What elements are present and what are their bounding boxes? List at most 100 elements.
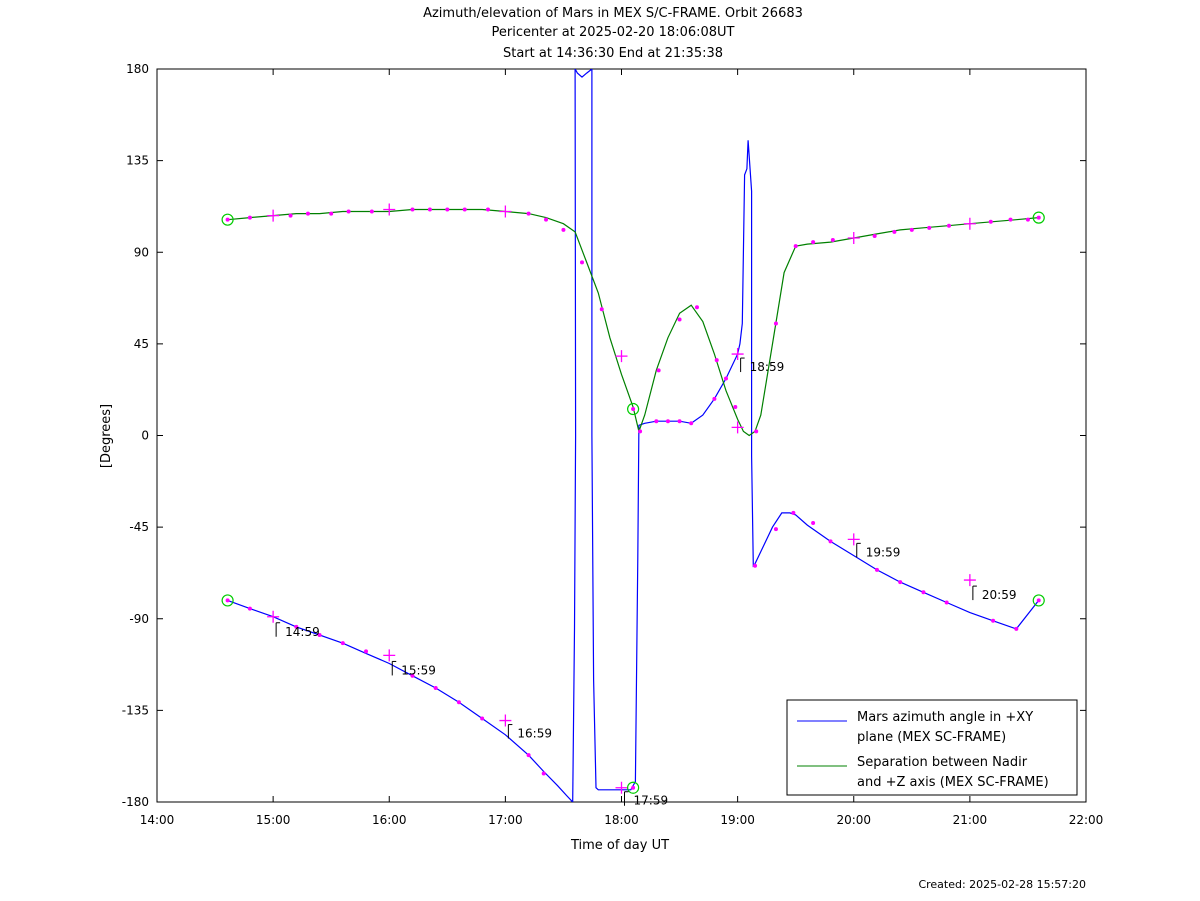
azimuth-marker-dot [724, 376, 729, 381]
y-tick-label: 90 [134, 245, 149, 259]
separation-marker-dot [462, 207, 467, 212]
x-tick-label: 17:00 [488, 813, 523, 827]
time-mark-label: 14:59 [285, 625, 320, 639]
separation-marker-plus [847, 231, 860, 244]
separation-marker-dot [445, 207, 450, 212]
legend-label-separation-line-2: and +Z axis (MEX SC-FRAME) [857, 775, 1049, 790]
separation-marker-dot [677, 317, 682, 322]
time-mark-label: 18:59 [750, 360, 785, 374]
time-mark-label: 19:59 [866, 545, 901, 559]
x-tick-label: 21:00 [953, 813, 988, 827]
separation-marker-dot [1008, 217, 1013, 222]
x-tick-label: 19:00 [720, 813, 755, 827]
separation-marker-dot [580, 260, 585, 265]
azimuth-marker-dot [654, 419, 659, 424]
series-line-azimuth [227, 69, 1040, 802]
circle-marker [1032, 211, 1045, 224]
separation-marker-dot [561, 227, 566, 232]
y-tick-label: 0 [141, 429, 149, 443]
azimuth-marker-plus [963, 574, 976, 587]
separation-marker-dot [346, 209, 351, 214]
separation-marker-dot [946, 223, 951, 228]
azimuth-marker-dot [247, 606, 252, 611]
time-mark-label: 20:59 [982, 588, 1017, 602]
x-tick-label: 14:00 [140, 813, 175, 827]
azimuth-marker-dot [665, 419, 670, 424]
separation-marker-plus [731, 421, 744, 434]
separation-marker-dot [526, 211, 531, 216]
azimuth-marker-dot [753, 563, 758, 568]
separation-marker-dot [714, 358, 719, 363]
plot-frame [156, 68, 1087, 803]
separation-marker-dot [544, 217, 549, 222]
azimuth-marker-plus [499, 714, 512, 727]
y-axis-label: [Degrees] [99, 404, 114, 468]
separation-marker-dot [247, 215, 252, 220]
azimuth-marker-dot [317, 633, 322, 638]
series-line-separation [227, 208, 1039, 437]
time-mark-label: 17:59 [634, 794, 669, 808]
azimuth-marker-dot [364, 649, 369, 654]
separation-marker-dot [638, 429, 643, 434]
azimuth-marker-dot [898, 580, 903, 585]
separation-marker-dot [329, 211, 334, 216]
x-tick-label: 15:00 [256, 813, 291, 827]
y-tick-label: -90 [129, 612, 149, 626]
azimuth-marker-plus [615, 781, 628, 794]
azimuth-marker-plus [847, 533, 860, 546]
azimuth-marker-dot [480, 716, 485, 721]
separation-marker-dot [694, 305, 699, 310]
azimuth-marker-dot [944, 600, 949, 605]
azimuth-marker-dot [456, 700, 461, 705]
chart-title-line-3: Start at 14:36:30 End at 21:35:38 [503, 46, 723, 61]
circle-marker-center [225, 217, 230, 222]
azimuth-marker-dot [541, 771, 546, 776]
azimuth-marker-dot [828, 539, 833, 544]
separation-marker-dot [927, 225, 932, 230]
x-tick-label: 16:00 [372, 813, 407, 827]
time-mark-label: 15:59 [401, 663, 436, 677]
x-tick-label: 22:00 [1069, 813, 1104, 827]
x-tick-label: 18:00 [604, 813, 639, 827]
azimuth-marker-dot [526, 753, 531, 758]
circle-marker-center [1036, 215, 1041, 220]
separation-marker-dot [305, 211, 310, 216]
legend-label-azimuth-line-2: plane (MEX SC-FRAME) [857, 730, 1006, 745]
separation-marker-dot [773, 321, 778, 326]
azimuth-marker-dot [689, 421, 694, 426]
azimuth-marker-dot [294, 624, 299, 629]
azimuth-marker-plus [383, 649, 396, 662]
legend-label-azimuth-line-1: Mars azimuth angle in +XY [857, 710, 1033, 725]
separation-marker-dot [909, 227, 914, 232]
created-timestamp: Created: 2025-02-28 15:57:20 [918, 878, 1086, 891]
separation-marker-plus [267, 209, 280, 222]
separation-marker-plus [615, 350, 628, 363]
plot-area: 14:00 15:00 16:00 17:00 18:00 19:00 20:00 21:00… [122, 62, 1104, 827]
separation-marker-plus [499, 205, 512, 218]
circle-marker [627, 402, 640, 416]
legend-box [786, 699, 1078, 796]
separation-marker-dot [988, 219, 993, 224]
circle-marker-center [631, 407, 636, 412]
separation-marker-dot [793, 244, 798, 249]
separation-marker-dot [485, 207, 490, 212]
azimuth-marker-dot [712, 396, 717, 401]
azimuth-marker-dot [773, 527, 778, 532]
y-tick-label: 135 [126, 154, 149, 168]
separation-marker-plus [963, 217, 976, 230]
azimuth-marker-dot [1014, 626, 1019, 631]
separation-marker-dot [872, 233, 877, 238]
separation-marker-dot [892, 229, 897, 234]
azimuth-marker-dot [811, 521, 816, 526]
circle-marker-center [631, 785, 636, 790]
legend-label-separation-line-1: Separation between Nadir [857, 755, 1028, 770]
x-axis-label: Time of day UT [570, 838, 669, 853]
y-tick-label: -135 [122, 703, 149, 717]
azimuth-marker-dot [874, 567, 879, 572]
azimuth-marker-plus [731, 348, 744, 361]
separation-marker-dot [288, 213, 293, 218]
y-tick-label: 180 [126, 62, 149, 76]
azimuth-marker-plus [267, 610, 280, 623]
separation-marker-dot [369, 209, 374, 214]
